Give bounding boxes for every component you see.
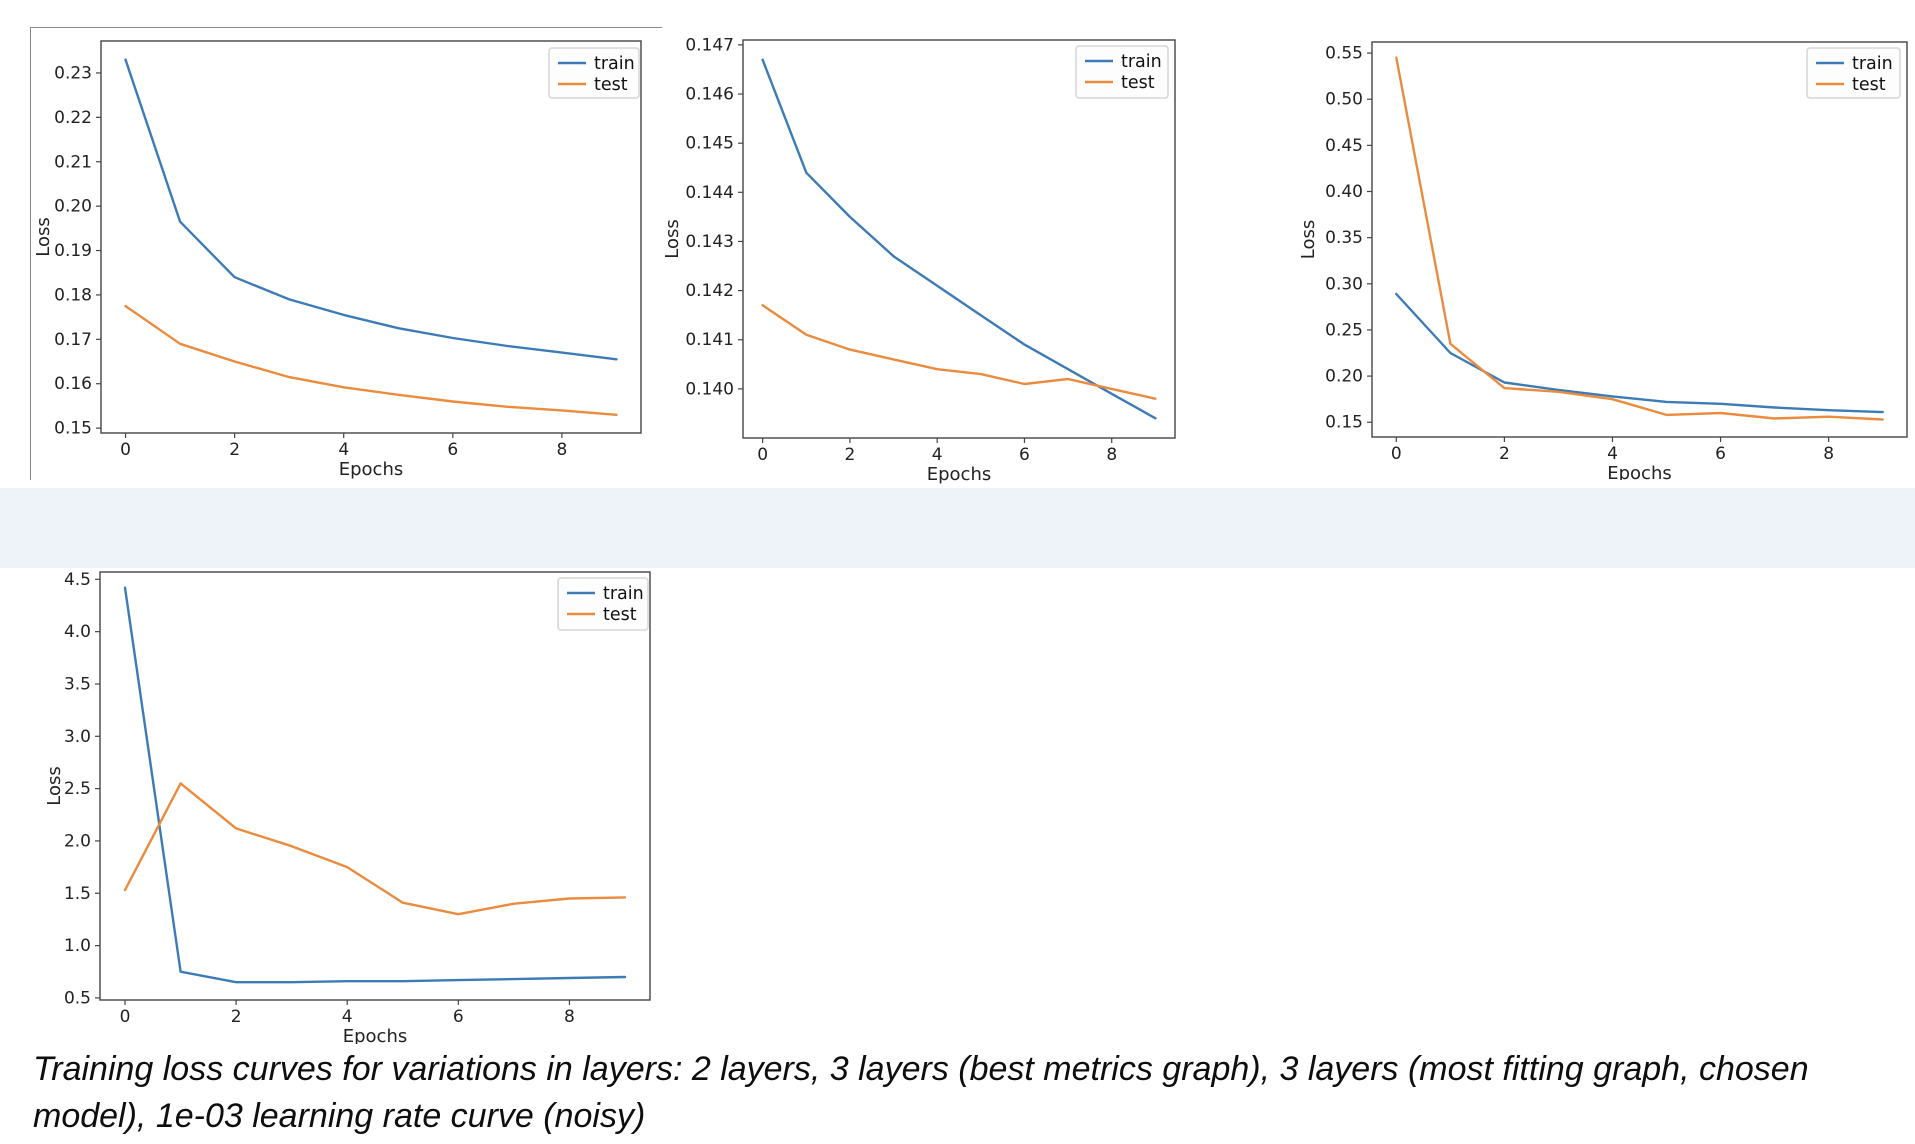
y-axis-label: Loss [662,219,683,258]
y-tick-label: 0.45 [1325,136,1363,156]
y-tick-label: 0.50 [1325,90,1363,110]
y-tick-label: 2.0 [64,831,91,851]
2-layers-chart: 0.15 0.16 0.17 0.18 0.19 0.20 0.21 0.22 0.23 0 2 4 6… [33,40,642,480]
y-tick-label: 1.5 [64,884,91,904]
test-line [123,782,627,916]
legend-box [548,47,640,99]
x-tick-label: 2 [229,440,240,460]
x-tick-label: 4 [1607,444,1618,464]
y-tick-label: 0.15 [54,419,92,439]
y-tick-label: 3.5 [64,674,91,694]
3-layers-best-metrics-chart: 0.140 0.141 0.142 0.143 0.144 0.145 0.146 0.147… [662,35,1176,485]
y-tick-label: 0.23 [54,63,92,83]
x-axis-label: Epochs [343,1026,408,1044]
y-tick-label: 0.40 [1325,182,1363,202]
y-tick-label: 0.20 [54,197,92,217]
x-axis-label: Epochs [339,459,404,480]
legend-box [557,577,649,631]
y-tick-label: 0.147 [685,35,734,55]
x-tick-label: 4 [338,440,349,460]
legend-train-label: train [603,584,644,604]
x-tick-label: 2 [1499,444,1510,464]
x-tick-label: 6 [1019,445,1030,465]
train-line [123,586,627,984]
figure-3-layers-best-metrics: 0.140 0.141 0.142 0.143 0.144 0.145 0.146 0.147… [662,8,1350,486]
figure-caption: Training loss curves for variations in l… [33,1050,1809,1135]
y-tick-label: 0.140 [685,379,734,399]
x-tick-label: 4 [342,1007,353,1027]
y-tick-label: 2.5 [64,779,91,799]
x-tick-label: 0 [120,440,131,460]
x-tick-label: 6 [447,440,458,460]
plot-area [99,571,651,1001]
y-axis-label: Loss [1298,220,1319,259]
plot-area [1371,41,1908,438]
y-axis-label: Loss [44,766,65,805]
y-tick-label: 0.25 [1325,320,1363,340]
y-tick-label: 0.30 [1325,274,1363,294]
3-layers-most-fitting-chart: 0.15 0.20 0.25 0.30 0.35 0.40 0.45 0.50 0.55 0 2 4 6… [1298,41,1908,480]
background-band [0,488,1915,568]
x-tick-label: 0 [120,1007,131,1027]
y-tick-label: 4.0 [64,622,91,642]
legend-train-label: train [594,54,635,74]
x-tick-label: 6 [1715,444,1726,464]
x-tick-label: 2 [844,445,855,465]
x-axis-label: Epochs [927,464,992,485]
x-tick-label: 8 [1106,445,1117,465]
legend-test-label: test [1121,73,1155,93]
test-line [761,304,1157,400]
legend-test-label: test [1852,75,1886,95]
y-tick-label: 0.16 [54,374,92,394]
figure-3-layers-most-fitting: 0.15 0.20 0.25 0.30 0.35 0.40 0.45 0.50 0.55 0 2 4 6… [1298,8,1915,480]
y-tick-label: 0.15 [1325,413,1363,433]
y-tick-label: 3.0 [64,727,91,747]
plot-area [100,40,642,434]
x-tick-label: 8 [556,440,567,460]
test-line [124,304,618,416]
y-tick-label: 4.5 [64,570,91,590]
legend-train-label: train [1852,54,1893,74]
figure-1e-03-learning-rate: 0.5 1.0 1.5 2.0 2.5 3.0 3.5 4.0 4.5 0 2 4 6 8 Epochs Lo… [30,568,672,1044]
y-tick-label: 0.21 [54,152,92,172]
legend-box [1075,45,1169,99]
x-tick-label: 0 [1391,444,1402,464]
x-tick-label: 2 [231,1007,242,1027]
y-tick-label: 1.0 [64,936,91,956]
y-tick-label: 0.143 [685,232,734,252]
x-tick-label: 6 [453,1007,464,1027]
y-tick-label: 0.19 [54,241,92,261]
y-tick-label: 0.20 [1325,367,1363,387]
x-tick-label: 4 [932,445,943,465]
y-tick-label: 0.142 [685,281,734,301]
y-tick-label: 0.55 [1325,44,1363,64]
x-tick-label: 8 [564,1007,575,1027]
plot-area [742,39,1176,439]
1e-03-learning-rate-chart: 0.5 1.0 1.5 2.0 2.5 3.0 3.5 4.0 4.5 0 2 4 6 8 Epochs Lo… [44,570,651,1044]
test-line [1395,56,1884,421]
y-tick-label: 0.145 [685,134,734,154]
legend-test-label: test [594,75,628,95]
y-tick-label: 0.146 [685,85,734,105]
y-tick-label: 0.5 [64,988,91,1008]
y-tick-label: 0.18 [54,285,92,305]
y-tick-label: 0.17 [54,330,92,350]
y-tick-label: 0.141 [685,330,734,350]
y-tick-label: 0.144 [685,183,734,203]
train-line [761,58,1157,420]
legend-box [1806,47,1901,99]
y-tick-label: 0.35 [1325,228,1363,248]
train-line [1395,292,1884,414]
x-axis-label: Epochs [1607,463,1672,480]
y-axis-label: Loss [33,217,54,256]
legend-test-label: test [603,605,637,625]
x-tick-label: 0 [757,445,768,465]
figure-2-layers: 0.15 0.16 0.17 0.18 0.19 0.20 0.21 0.22 0.23 0 2 4 6… [30,27,663,480]
legend-train-label: train [1121,52,1162,72]
y-tick-label: 0.22 [54,108,92,128]
train-line [124,58,618,361]
x-tick-label: 8 [1823,444,1834,464]
